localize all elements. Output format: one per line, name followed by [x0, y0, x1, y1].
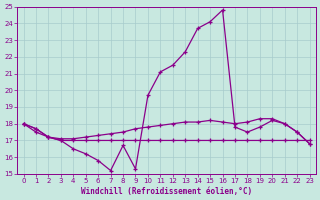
X-axis label: Windchill (Refroidissement éolien,°C): Windchill (Refroidissement éolien,°C)	[81, 187, 252, 196]
